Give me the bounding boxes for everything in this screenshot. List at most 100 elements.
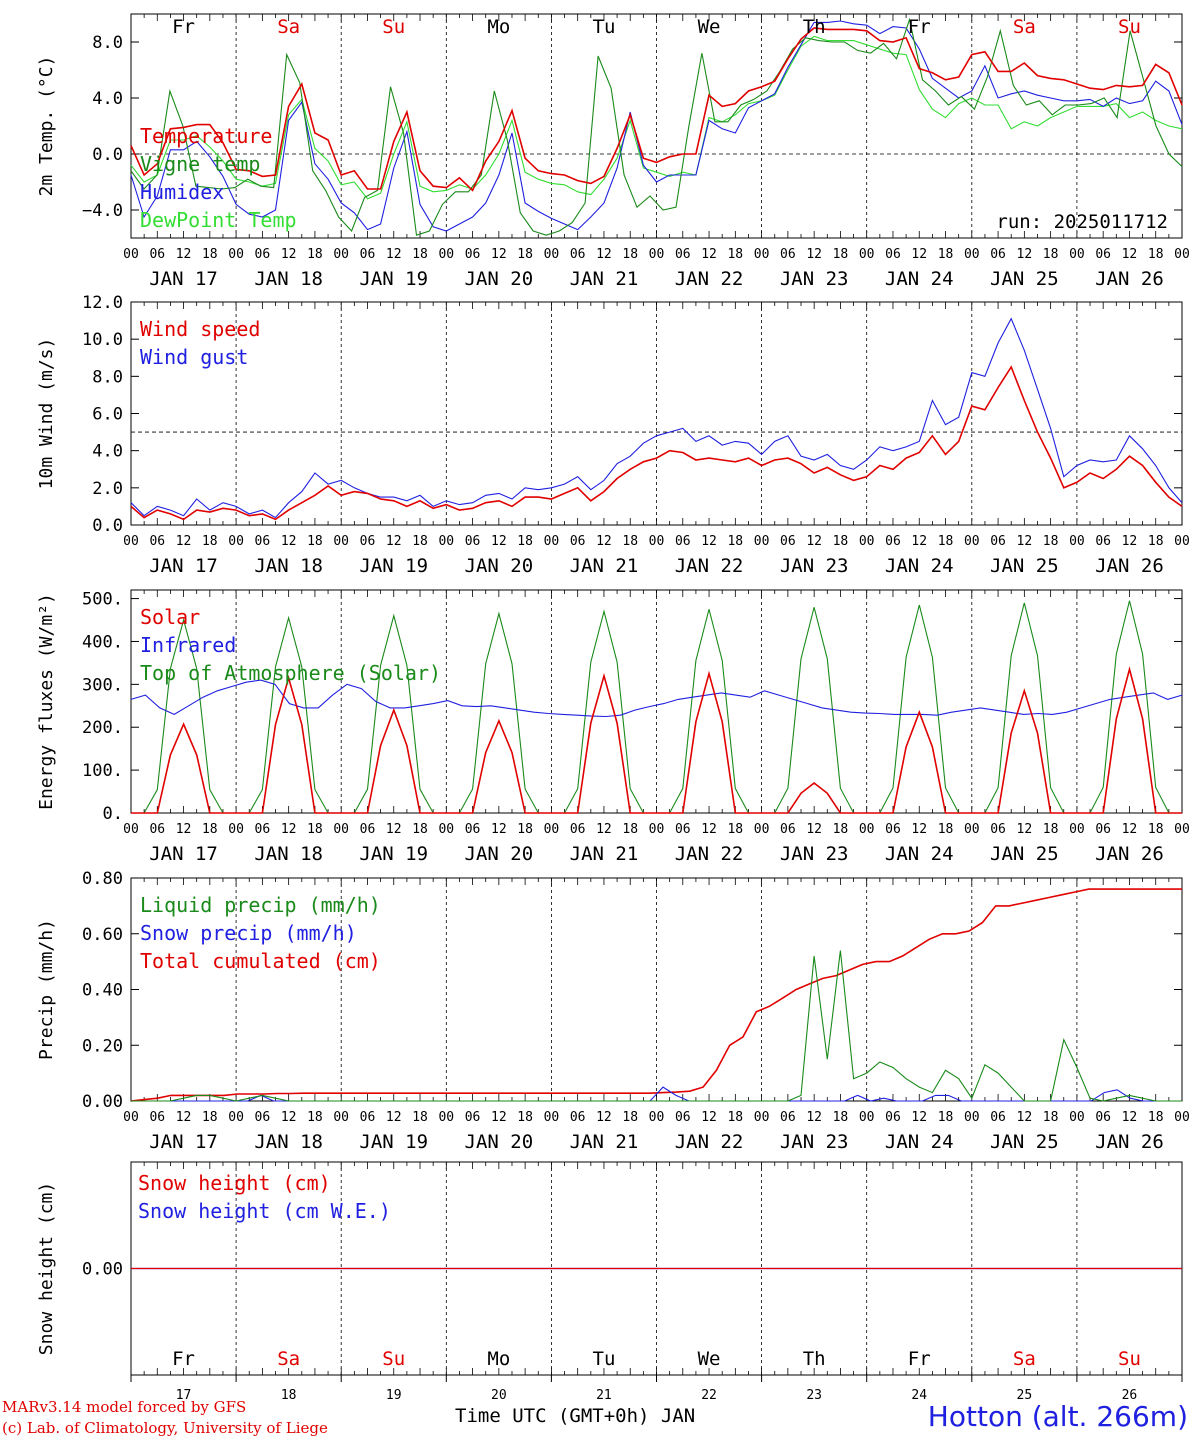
hour-tick-label: 12 xyxy=(596,534,612,549)
hour-tick-label: 06 xyxy=(570,534,586,549)
hour-tick-label: 06 xyxy=(675,1110,691,1125)
hour-tick-label: 12 xyxy=(1017,1110,1033,1125)
hour-tick-label: 18 xyxy=(202,534,218,549)
legend-entry: Snow height (cm W.E.) xyxy=(138,1199,391,1223)
hour-tick-label: 00 xyxy=(859,1110,875,1125)
y-tick-label: 10.0 xyxy=(82,330,123,350)
panel-2 xyxy=(130,301,1183,526)
y-axis-label: 2m Temp. (°C) xyxy=(36,56,57,197)
hour-tick-label: 18 xyxy=(412,247,428,262)
day-label: JAN 25 xyxy=(990,268,1059,290)
hour-tick-label: 00 xyxy=(964,247,980,262)
hour-tick-label: 06 xyxy=(255,1110,271,1125)
hour-tick-label: 00 xyxy=(438,822,454,837)
hour-tick-label: 06 xyxy=(149,1110,165,1125)
x-axis-title: Time UTC (GMT+0h) JAN xyxy=(455,1405,696,1427)
day-label: JAN 20 xyxy=(465,1131,534,1153)
hour-tick-label: 06 xyxy=(885,534,901,549)
hour-tick-label: 12 xyxy=(911,822,927,837)
hour-tick-label: 18 xyxy=(307,822,323,837)
day-number: 25 xyxy=(1017,1388,1033,1403)
weekday-label: Su xyxy=(1118,1348,1141,1370)
hour-tick-label: 18 xyxy=(938,247,954,262)
day-label: JAN 17 xyxy=(149,843,218,865)
hour-tick-label: 18 xyxy=(622,247,638,262)
weekday-label: Sa xyxy=(277,16,300,38)
hour-tick-label: 00 xyxy=(649,534,665,549)
plot-frame xyxy=(130,301,1183,526)
day-label: JAN 21 xyxy=(570,843,639,865)
series-line-red xyxy=(131,666,1182,814)
day-label: JAN 26 xyxy=(1095,1131,1164,1153)
hour-tick-label: 00 xyxy=(544,1110,560,1125)
hour-tick-label: 18 xyxy=(517,1110,533,1125)
hour-tick-label: 00 xyxy=(333,247,349,262)
hour-tick-label: 18 xyxy=(1148,247,1164,262)
y-axis-label: 10m Wind (m/s) xyxy=(36,338,57,490)
legend-entry: Vigne temp xyxy=(140,152,260,176)
legend-entry: Solar xyxy=(140,605,200,629)
hour-tick-label: 00 xyxy=(1069,822,1085,837)
weekday-label: Su xyxy=(382,1348,405,1370)
legend-entry: Liquid precip (mm/h) xyxy=(140,893,381,917)
y-tick-label: 4.0 xyxy=(92,89,123,109)
legend-entry: Wind speed xyxy=(140,317,260,341)
hour-tick-label: 00 xyxy=(1174,822,1190,837)
hour-tick-label: 00 xyxy=(438,247,454,262)
y-tick-label: 4.0 xyxy=(92,442,123,462)
day-number: 24 xyxy=(911,1388,927,1403)
hour-tick-label: 00 xyxy=(123,1110,139,1125)
hour-tick-label: 00 xyxy=(1069,534,1085,549)
hour-tick-label: 12 xyxy=(1017,822,1033,837)
hour-tick-label: 12 xyxy=(491,534,507,549)
hour-tick-label: 06 xyxy=(570,1110,586,1125)
hour-tick-label: 18 xyxy=(727,1110,743,1125)
day-label: JAN 24 xyxy=(885,843,954,865)
day-label: JAN 26 xyxy=(1095,268,1164,290)
hour-tick-label: 00 xyxy=(228,822,244,837)
hour-tick-label: 06 xyxy=(360,247,376,262)
weekday-label: We xyxy=(698,1348,721,1370)
day-number: 21 xyxy=(596,1388,612,1403)
hour-tick-label: 12 xyxy=(911,534,927,549)
series-line-red xyxy=(130,365,1183,521)
hour-tick-label: 06 xyxy=(149,822,165,837)
weekday-label: Sa xyxy=(277,1348,300,1370)
model-credit: MARv3.14 model forced by GFS xyxy=(2,1398,247,1416)
hour-tick-label: 00 xyxy=(1069,247,1085,262)
y-tick-label: 0. xyxy=(103,804,123,824)
hour-tick-label: 06 xyxy=(570,247,586,262)
hour-tick-label: 00 xyxy=(859,534,875,549)
hour-tick-label: 06 xyxy=(360,1110,376,1125)
hour-tick-label: 18 xyxy=(412,534,428,549)
hour-tick-label: 18 xyxy=(622,1110,638,1125)
hour-tick-label: 18 xyxy=(412,822,428,837)
legend-entry: Total cumulated (cm) xyxy=(140,949,381,973)
hour-tick-label: 12 xyxy=(1122,534,1138,549)
hour-tick-label: 00 xyxy=(438,534,454,549)
hour-tick-label: 06 xyxy=(465,247,481,262)
hour-tick-label: 12 xyxy=(701,822,717,837)
hour-tick-label: 18 xyxy=(307,247,323,262)
day-label: JAN 19 xyxy=(359,555,428,577)
day-label: JAN 23 xyxy=(780,555,849,577)
hour-tick-label: 00 xyxy=(544,822,560,837)
panel-4 xyxy=(130,877,1183,1102)
hour-tick-label: 06 xyxy=(990,1110,1006,1125)
hour-tick-label: 06 xyxy=(780,822,796,837)
series-line-red xyxy=(130,27,1183,192)
y-tick-label: 0.20 xyxy=(82,1036,123,1056)
day-label: JAN 18 xyxy=(254,555,323,577)
y-tick-label: 12.0 xyxy=(82,293,123,313)
hour-tick-label: 00 xyxy=(859,247,875,262)
hour-tick-label: 12 xyxy=(806,1110,822,1125)
run-annotation: run: 2025011712 xyxy=(996,211,1168,233)
weekday-label: Sa xyxy=(1013,1348,1036,1370)
hour-tick-label: 06 xyxy=(1095,822,1111,837)
hour-tick-label: 06 xyxy=(780,534,796,549)
y-tick-label: 0.40 xyxy=(82,981,123,1001)
day-label: JAN 23 xyxy=(780,268,849,290)
weekday-label: Tu xyxy=(593,16,616,38)
day-label: JAN 26 xyxy=(1095,843,1164,865)
y-tick-label: 0.60 xyxy=(82,925,123,945)
